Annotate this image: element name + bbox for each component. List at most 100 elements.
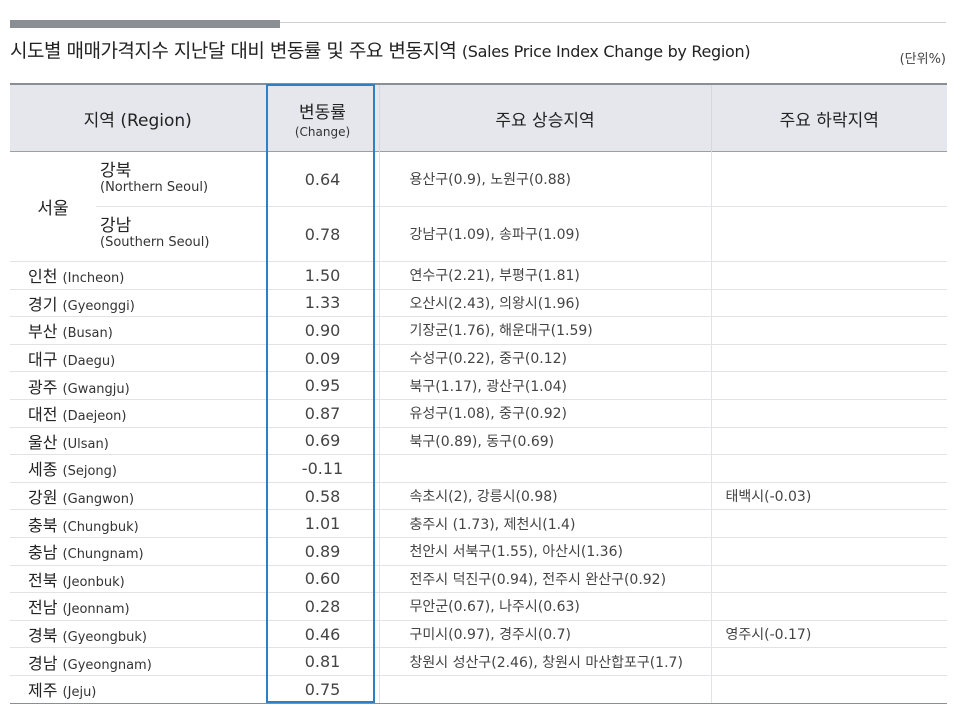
rising-regions: 무안군(0.67), 나주시(0.63)	[379, 592, 711, 621]
price-index-table: 지역 (Region) 변동률 (Change) 주요 상승지역 주요 하락지역…	[10, 83, 947, 704]
falling-regions: 태백시(-0.03)	[710, 482, 947, 511]
region-cell: 대구 (Daegu)	[10, 344, 266, 373]
region-en: (Incheon)	[62, 271, 125, 287]
falling-regions	[710, 454, 947, 483]
region-en: (Daejeon)	[62, 409, 127, 425]
title-accent-bar	[10, 20, 280, 28]
table-row: 대구 (Daegu) 0.09 수성구(0.22), 중구(0.12)	[10, 344, 947, 373]
falling-regions	[710, 289, 947, 318]
table-row: 충남 (Chungnam) 0.89 천안시 서북구(1.55), 아산시(1.36…	[10, 537, 947, 566]
header-rising: 주요 상승지역	[378, 84, 711, 152]
region-seoul: 서울	[10, 151, 96, 262]
table-row: 강원 (Gangwon) 0.58 속초시(2), 강릉시(0.98) 태백시(-0.…	[10, 482, 947, 511]
table-row: 광주 (Gwangju) 0.95 북구(1.17), 광산구(1.04)	[10, 371, 947, 400]
change-value: 0.95	[265, 371, 380, 400]
table-row: 강남 (Southern Seoul) 0.78 강남구(1.09), 송파구(…	[10, 206, 947, 262]
change-value: 0.89	[265, 537, 380, 566]
table-row: 서울 강북 (Northern Seoul) 0.64 용산구(0.9), 노원…	[10, 151, 947, 262]
region-en: (Daegu)	[62, 354, 116, 370]
change-value: 0.78	[265, 206, 380, 262]
region-en: (Northern Seoul)	[100, 180, 209, 196]
region-cell: 제주 (Jeju)	[10, 675, 266, 704]
table-row: 경북 (Gyeongbuk) 0.46 구미시(0.97), 경주시(0.7) 영주…	[10, 620, 947, 649]
falling-regions	[710, 427, 947, 456]
falling-regions	[710, 509, 947, 538]
region-en: (Jeonnam)	[62, 602, 130, 618]
falling-regions	[710, 261, 947, 290]
rising-regions	[379, 675, 711, 704]
table-row: 세종 (Sejong) -0.11	[10, 454, 947, 483]
region-ko: 세종	[28, 460, 58, 480]
change-value: 0.09	[265, 344, 380, 373]
falling-regions	[710, 592, 947, 621]
region-en: (Chungbuk)	[62, 519, 139, 535]
falling-regions	[710, 537, 947, 566]
region-cell: 충남 (Chungnam)	[10, 537, 266, 566]
region-ko: 대전	[28, 405, 58, 425]
region-cell: 인천 (Incheon)	[10, 261, 266, 290]
falling-regions	[710, 206, 947, 262]
table-row: 충북 (Chungbuk) 1.01 충주시 (1.73), 제천시(1.4)	[10, 509, 947, 538]
change-value: 0.46	[265, 620, 380, 649]
change-value: 0.28	[265, 592, 380, 621]
region-ko: 광주	[28, 377, 58, 397]
region-cell: 강원 (Gangwon)	[10, 482, 266, 511]
region-ko: 경남	[28, 653, 58, 673]
region-ko: 부산	[28, 322, 58, 342]
region-cell: 경북 (Gyeongbuk)	[10, 620, 266, 649]
table-row: 전북 (Jeonbuk) 0.60 전주시 덕진구(0.94), 전주시 완산구(0…	[10, 565, 947, 594]
rising-regions: 강남구(1.09), 송파구(1.09)	[379, 206, 711, 262]
change-value: 0.87	[265, 399, 380, 428]
change-value: -0.11	[265, 454, 380, 483]
region-ko: 강북	[100, 160, 132, 181]
header-region: 지역 (Region)	[10, 84, 266, 152]
change-value: 0.58	[265, 482, 380, 511]
table-row: 제주 (Jeju) 0.75	[10, 675, 947, 704]
region-cell: 대전 (Daejeon)	[10, 399, 266, 428]
table-row: 경남 (Gyeongnam) 0.81 창원시 성산구(2.46), 창원시 마산합…	[10, 647, 947, 676]
table-header-row: 지역 (Region) 변동률 (Change) 주요 상승지역 주요 하락지역	[10, 84, 947, 152]
rising-regions: 용산구(0.9), 노원구(0.88)	[379, 151, 711, 207]
change-value: 0.69	[265, 427, 380, 456]
region-cell: 경기 (Gyeonggi)	[10, 289, 266, 318]
region-ko: 대구	[28, 350, 58, 370]
region-cell: 강북 (Northern Seoul)	[96, 151, 266, 207]
region-en: (Gangwon)	[62, 492, 135, 508]
region-cell: 전남 (Jeonnam)	[10, 592, 266, 621]
region-en: (Jeju)	[62, 685, 97, 701]
rising-regions: 천안시 서북구(1.55), 아산시(1.36)	[379, 537, 711, 566]
falling-regions	[710, 316, 947, 345]
falling-regions	[710, 647, 947, 676]
region-en: (Gwangju)	[62, 381, 130, 397]
region-ko: 인천	[28, 267, 58, 287]
header-change-ko: 변동률	[299, 102, 346, 123]
region-ko: 강원	[28, 488, 58, 508]
region-cell: 광주 (Gwangju)	[10, 371, 266, 400]
region-ko: 전북	[28, 570, 58, 590]
unit-label: (단위%)	[899, 52, 946, 67]
top-divider	[10, 22, 946, 23]
rising-regions: 충주시 (1.73), 제천시(1.4)	[379, 509, 711, 538]
region-ko: 충남	[28, 543, 58, 563]
falling-regions	[710, 371, 947, 400]
region-en: (Jeonbuk)	[62, 574, 125, 590]
rising-regions: 창원시 성산구(2.46), 창원시 마산합포구(1.7)	[379, 647, 711, 676]
title-korean: 시도별 매매가격지수 지난달 대비 변동률 및 주요 변동지역	[10, 40, 457, 62]
region-ko: 전남	[28, 598, 58, 618]
rising-regions: 기장군(1.76), 해운대구(1.59)	[379, 316, 711, 345]
rising-regions: 오산시(2.43), 의왕시(1.96)	[379, 289, 711, 318]
region-ko: 제주	[28, 681, 58, 701]
region-en: (Gyeongnam)	[62, 657, 152, 673]
header-change: 변동률 (Change)	[265, 84, 379, 152]
table-row: 전남 (Jeonnam) 0.28 무안군(0.67), 나주시(0.63)	[10, 592, 947, 621]
change-value: 0.60	[265, 565, 380, 594]
region-cell: 세종 (Sejong)	[10, 454, 266, 483]
falling-regions	[710, 151, 947, 207]
rising-regions: 연수구(2.21), 부평구(1.81)	[379, 261, 711, 290]
region-cell: 울산 (Ulsan)	[10, 427, 266, 456]
page-title: 시도별 매매가격지수 지난달 대비 변동률 및 주요 변동지역 (Sales P…	[10, 36, 751, 63]
change-value: 1.33	[265, 289, 380, 318]
header-falling: 주요 하락지역	[710, 84, 947, 152]
region-cell: 충북 (Chungbuk)	[10, 509, 266, 538]
rising-regions: 북구(0.89), 동구(0.69)	[379, 427, 711, 456]
